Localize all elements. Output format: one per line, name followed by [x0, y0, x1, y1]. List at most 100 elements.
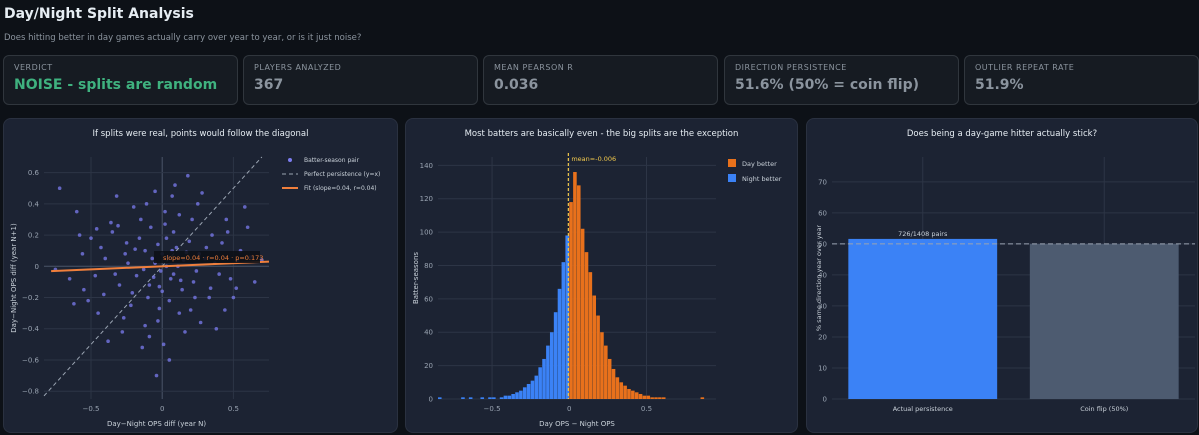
scatter-point [217, 272, 221, 276]
scatter-point [120, 330, 125, 334]
scatter-point [103, 256, 108, 261]
y-tick-label: −0.4 [22, 325, 40, 333]
histogram-bar [646, 395, 651, 399]
y-axis-label: Day−Night OPS diff (year N+1) [10, 223, 18, 333]
x-axis-label: Day−Night OPS diff (year N) [107, 420, 206, 428]
histogram-bar [642, 395, 647, 399]
scatter-point [102, 292, 106, 297]
scatter-point [140, 345, 145, 350]
fit-line [51, 260, 270, 273]
scatter-point [72, 301, 76, 306]
histogram-bar [615, 377, 620, 399]
scatter-point [207, 295, 211, 300]
scatter-point [133, 247, 137, 251]
scatter-point [129, 303, 133, 308]
persistence-bar [1029, 243, 1179, 399]
scatter-point [151, 275, 156, 280]
scatter-point [180, 287, 184, 292]
scatter-point [161, 342, 166, 347]
scatter-point [141, 267, 146, 272]
histogram-bar [511, 393, 515, 399]
legend-label: Fit (slope=0.04, r=0.04) [304, 185, 377, 192]
persistence-panel: Does being a day-game hitter actually st… [806, 118, 1198, 433]
scatter-point [80, 252, 85, 256]
x-tick-label: 0.5 [641, 405, 652, 413]
scatter-point [234, 286, 239, 290]
scatter-point [109, 220, 113, 225]
x-tick-label: Actual persistence [893, 405, 953, 413]
histogram-bar [661, 397, 666, 399]
scatter-point [167, 298, 172, 303]
metric-card-verdict: VERDICT NOISE - splits are random [3, 55, 238, 105]
scatter-point [114, 194, 119, 198]
scatter-point [191, 280, 196, 284]
metric-value: 367 [254, 77, 284, 93]
persistence-chart: 0 10 20 30 40 50 60 70 Actual persistence Coin fl… [815, 157, 1195, 413]
y-tick-label: 60 [818, 209, 827, 217]
y-tick-label: 0.6 [28, 169, 40, 177]
histogram-bar [557, 288, 562, 399]
scatter-point [171, 272, 176, 276]
legend-label: Batter-season pair [304, 157, 360, 164]
y-tick-label: 0.4 [28, 200, 40, 208]
scatter-point [149, 225, 153, 230]
metrics-row: VERDICT NOISE - splits are random PLAYER… [3, 55, 1199, 105]
scatter-point [137, 236, 142, 240]
scatter-point [252, 280, 257, 284]
histogram-bar [607, 358, 612, 399]
histogram-bar [654, 397, 658, 399]
y-tick-label: 0 [35, 263, 39, 271]
histogram-bar [549, 332, 554, 399]
histogram-bar [631, 390, 635, 399]
chart-title: Does being a day-game hitter actually st… [906, 129, 1098, 139]
histogram-bar [650, 397, 654, 399]
scatter-point [177, 311, 182, 315]
scatter-point [154, 373, 159, 378]
scatter-point [106, 339, 110, 344]
y-tick-label: 40 [424, 329, 433, 337]
scatter-point [171, 230, 176, 234]
scatter-point [94, 227, 99, 231]
histogram-bar [584, 252, 589, 399]
y-tick-label: 10 [818, 364, 827, 372]
legend-label: Perfect persistence (y=x) [304, 171, 380, 178]
histogram-bar [596, 315, 600, 399]
histogram-bar [546, 345, 550, 399]
y-tick-label: −0.8 [22, 388, 39, 396]
y-tick-label: 80 [424, 262, 433, 270]
histogram-bar [468, 397, 473, 399]
scatter-point [220, 241, 224, 245]
page-title: Day/Night Split Analysis [4, 6, 194, 22]
scatter-point [167, 358, 172, 362]
scatter-point [158, 269, 163, 273]
x-tick-label: Coin flip (50%) [1080, 405, 1128, 413]
y-tick-label: 0.2 [28, 232, 39, 240]
x-tick-label: −0.5 [82, 405, 99, 413]
histogram-bar [565, 235, 569, 399]
metric-card-pearson: MEAN PEARSON R 0.036 [483, 55, 718, 105]
scatter-point [146, 295, 150, 300]
metric-value: NOISE - splits are random [14, 77, 218, 93]
scatter-point [231, 295, 236, 300]
histogram-bar [461, 397, 465, 399]
histogram-bar [580, 228, 585, 399]
scatter-point [130, 291, 135, 295]
scatter-point [139, 217, 143, 222]
x-tick-label: 0 [160, 405, 164, 413]
y-axis-label: % same direction year over year [815, 225, 823, 332]
histogram-bar [553, 312, 558, 399]
scatter-point [93, 273, 98, 278]
histogram-bar [503, 395, 508, 399]
scatter-point [57, 186, 62, 191]
scatter-point [116, 223, 120, 228]
metric-card-persistence: DIRECTION PERSISTENCE 51.6% (50% = coin … [724, 55, 959, 105]
scatter-point [177, 212, 182, 217]
x-tick-label: 0 [567, 405, 571, 413]
x-axis-label: Day OPS − Night OPS [539, 420, 615, 428]
scatter-point [160, 289, 164, 294]
scatter-point [204, 245, 209, 250]
histogram-bar [604, 345, 608, 399]
scatter-point [126, 261, 130, 265]
scatter-point [164, 236, 169, 240]
histogram-panel: Most batters are basically even - the bi… [405, 118, 798, 433]
